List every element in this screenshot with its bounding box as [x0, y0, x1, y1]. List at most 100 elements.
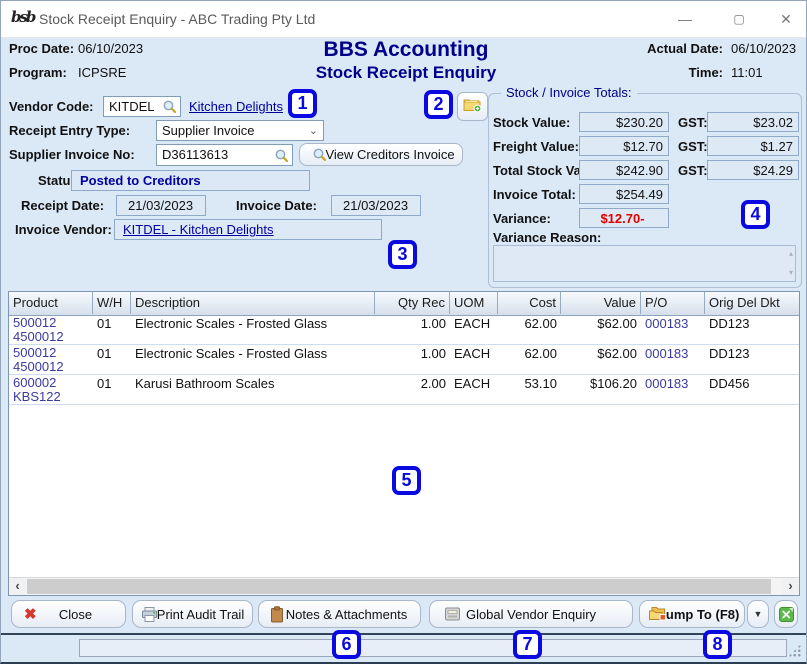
orig-del-dkt-cell: DD123 — [709, 316, 750, 331]
close-button[interactable]: ✖ Close — [11, 600, 126, 628]
receipt-lines-table: Product W/H Description Qty Rec UOM Cost… — [8, 291, 800, 596]
freight-gst-box: $1.27 — [707, 136, 799, 156]
scroll-down-icon[interactable]: ▾ — [788, 268, 793, 277]
col-header-cost: Cost — [498, 292, 561, 314]
product-code-link[interactable]: 600002 — [13, 375, 57, 390]
dropdown-arrow-icon: ▼ — [753, 609, 763, 619]
product-alt-code-link[interactable]: 4500012 — [13, 359, 64, 374]
scroll-left-icon[interactable]: ‹ — [9, 578, 26, 595]
jump-to-dropdown-button[interactable]: ▼ — [747, 600, 769, 628]
variance-reason-label: Variance Reason: — [493, 230, 602, 245]
clipboard-icon — [270, 606, 284, 626]
annotation-marker-6: 6 — [332, 630, 361, 659]
description-cell: Karusi Bathroom Scales — [135, 376, 275, 391]
invoice-date-value: 21/03/2023 — [343, 198, 409, 213]
annotation-marker-3: 3 — [388, 240, 417, 269]
qty-rec-cell: 2.00 — [420, 376, 446, 391]
supplier-invoice-no-value: D36113613 — [162, 147, 229, 162]
close-window-button[interactable]: ✕ — [780, 11, 792, 27]
notes-attachments-label: Notes & Attachments — [285, 606, 408, 622]
table-row[interactable]: 600002 KBS122 01 Karusi Bathroom Scales 2… — [9, 375, 799, 405]
supplier-invoice-no-label: Supplier Invoice No: — [9, 147, 135, 162]
invoice-search-icon[interactable] — [274, 148, 290, 164]
attachments-folder-button[interactable] — [457, 92, 488, 121]
annotation-marker-2: 2 — [424, 90, 453, 119]
uom-cell: EACH — [454, 316, 491, 331]
jump-to-label: Jump To (F8) — [658, 606, 740, 622]
view-creditors-invoice-button[interactable]: View Creditors Invoice — [299, 143, 463, 166]
notes-attachments-button[interactable]: Notes & Attachments — [258, 600, 421, 628]
orig-del-dkt-cell: DD456 — [709, 376, 750, 391]
vendor-code-input[interactable]: KITDEL — [103, 96, 181, 117]
warehouse-cell: 01 — [97, 316, 112, 331]
col-header-orig-del-dkt: Orig Del Dkt — [709, 295, 780, 310]
vendor-name-link[interactable]: Kitchen Delights — [189, 99, 283, 114]
warehouse-cell: 01 — [97, 376, 112, 391]
screen-title: Stock Receipt Enquiry — [315, 63, 497, 82]
total-stock-val-label: Total Stock Val: — [493, 163, 589, 178]
stock-value: $230.20 — [616, 115, 663, 130]
jump-folders-icon — [648, 605, 667, 625]
product-alt-code-link[interactable]: KBS122 — [13, 389, 61, 404]
po-link[interactable]: 000183 — [645, 376, 689, 391]
scroll-right-icon[interactable]: › — [782, 578, 799, 595]
value-cell: $62.00 — [597, 346, 637, 361]
window-title: Stock Receipt Enquiry - ABC Trading Pty … — [39, 11, 316, 27]
maximize-button[interactable]: ▢ — [733, 12, 745, 26]
stock-gst-box: $23.02 — [707, 112, 799, 132]
scroll-up-icon[interactable]: ▴ — [788, 249, 793, 258]
statusbar-separator — [1, 633, 806, 635]
po-link[interactable]: 000183 — [645, 346, 689, 361]
table-row[interactable]: 500012 4500012 01 Electronic Scales - Fro… — [9, 345, 799, 375]
invoice-total-box: $254.49 — [579, 184, 669, 204]
minimize-button[interactable]: — — [678, 11, 692, 27]
product-code-link[interactable]: 500012 — [13, 315, 57, 330]
receipt-date-value: 21/03/2023 — [128, 198, 194, 213]
status-value-box: Posted to Creditors — [71, 170, 310, 191]
jump-to-button[interactable]: Jump To (F8) — [639, 600, 745, 628]
receipt-entry-type-value: Supplier Invoice — [162, 123, 255, 138]
po-link[interactable]: 000183 — [645, 316, 689, 331]
table-row[interactable]: 500012 4500012 01 Electronic Scales - Fro… — [9, 315, 799, 345]
scrollbar-thumb[interactable] — [27, 579, 771, 594]
col-header-po: P/O — [641, 292, 705, 314]
receipt-date-box: 21/03/2023 — [116, 195, 206, 216]
col-header-qty-rec: Qty Rec — [375, 292, 450, 314]
cost-cell: 62.00 — [524, 346, 557, 361]
invoice-vendor-link[interactable]: KITDEL - Kitchen Delights — [123, 222, 274, 237]
chevron-down-icon: ⌄ — [308, 125, 318, 137]
vendor-search-icon[interactable] — [162, 99, 178, 115]
col-header-uom: UOM — [450, 292, 498, 314]
freight-gst: $1.27 — [760, 139, 793, 154]
value-cell: $62.00 — [597, 316, 637, 331]
card-file-icon — [444, 606, 461, 625]
print-audit-trail-label: Print Audit Trail — [156, 606, 245, 622]
time-label: Time: — [688, 65, 723, 80]
total-gst-box: $24.29 — [707, 160, 799, 180]
resize-grip-icon[interactable] — [788, 644, 801, 657]
total-stock-val-box: $242.90 — [579, 160, 669, 180]
export-excel-button[interactable] — [774, 600, 798, 628]
invoice-date-label: Invoice Date: — [236, 198, 317, 213]
product-code-link[interactable]: 500012 — [13, 345, 57, 360]
invoice-vendor-box: KITDEL - Kitchen Delights — [114, 219, 382, 240]
variance-label: Variance: — [493, 211, 551, 226]
invoice-total-label: Invoice Total: — [493, 187, 576, 202]
receipt-entry-type-label: Receipt Entry Type: — [9, 123, 131, 138]
supplier-invoice-no-input[interactable]: D36113613 — [156, 144, 293, 166]
stock-gst: $23.02 — [753, 115, 793, 130]
invoice-vendor-label: Invoice Vendor: — [15, 222, 112, 237]
receipt-entry-type-select[interactable]: Supplier Invoice ⌄ — [156, 120, 324, 141]
horizontal-scrollbar[interactable]: ‹ › — [9, 577, 799, 595]
status-value: Posted to Creditors — [80, 173, 201, 188]
excel-icon — [778, 606, 795, 626]
col-header-value: Value — [561, 292, 641, 314]
qty-rec-cell: 1.00 — [420, 316, 446, 331]
print-audit-trail-button[interactable]: Print Audit Trail — [132, 600, 253, 628]
product-alt-code-link[interactable]: 4500012 — [13, 329, 64, 344]
close-x-icon: ✖ — [24, 606, 37, 623]
qty-rec-cell: 1.00 — [420, 346, 446, 361]
variance-reason-textarea[interactable]: ▴ ▾ — [493, 245, 796, 282]
global-vendor-enquiry-button[interactable]: Global Vendor Enquiry — [429, 600, 633, 628]
